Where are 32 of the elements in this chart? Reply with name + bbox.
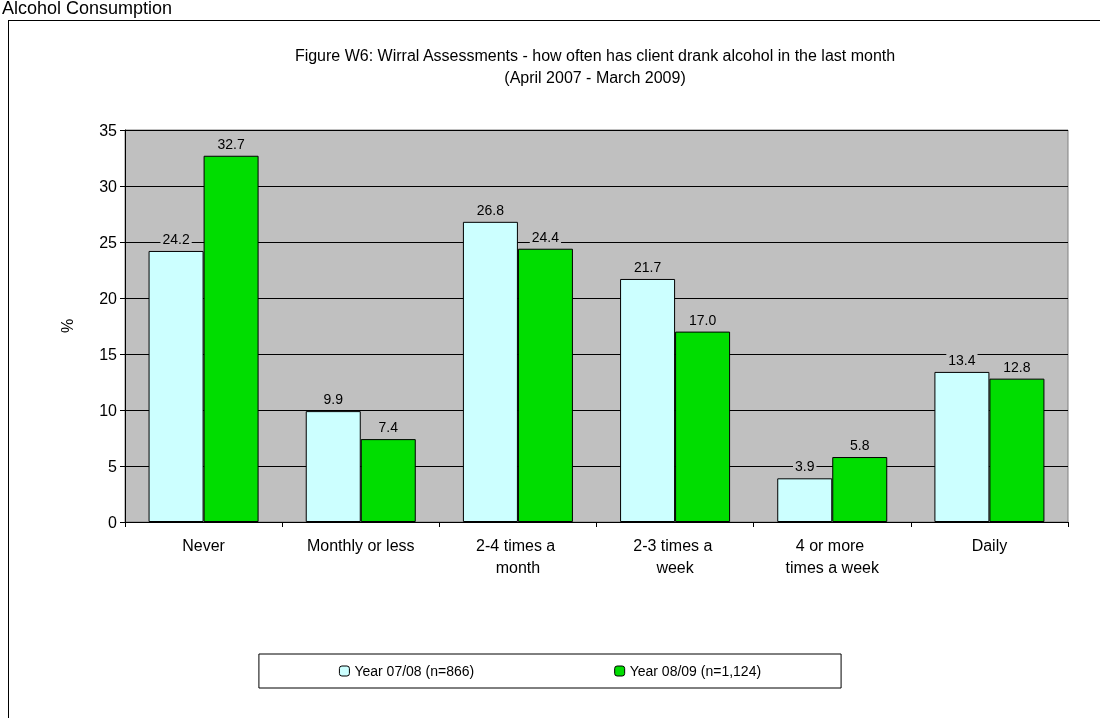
x-tick-label: Never — [182, 536, 226, 554]
data-label: 21.7 — [633, 258, 662, 275]
data-label: 5.8 — [850, 437, 870, 454]
data-label: 12.8 — [1003, 358, 1031, 375]
data-label: 3.9 — [795, 458, 815, 475]
x-tick-label: Monthly or less — [306, 536, 415, 554]
y-tick-label: 5 — [108, 457, 118, 475]
legend-label: Year 07/08 (n=866) — [354, 663, 475, 679]
data-label: 24.4 — [531, 228, 560, 245]
data-label: 7.4 — [378, 419, 399, 436]
x-tick-label: 2-4 times a month — [476, 536, 560, 576]
chart-subtitle: (April 2007 - March 2009) — [504, 68, 686, 86]
chart-title: Figure W6: Wirral Assessments - how often has client drank alcohol in the last month — [294, 46, 896, 64]
data-label: 9.9 — [323, 391, 344, 408]
y-tick-label: 10 — [99, 401, 118, 419]
data-label: 32.7 — [217, 135, 245, 152]
y-axis-title: % — [58, 318, 76, 334]
data-label: 17.0 — [688, 311, 717, 328]
x-tick-label: Daily — [971, 536, 1008, 554]
y-tick-label: 0 — [108, 513, 118, 531]
data-label: 13.4 — [948, 351, 976, 368]
x-tick-label: 4 or more times a week — [785, 536, 880, 576]
y-tick-label: 35 — [99, 121, 118, 139]
legend-label: Year 08/09 (n=1,124) — [629, 663, 762, 679]
data-label: 24.2 — [162, 230, 190, 247]
x-tick-label: 2-3 times a week — [633, 536, 717, 576]
y-tick-label: 15 — [99, 345, 118, 363]
text: Alcohol Consumption — [2, 0, 173, 18]
y-tick-label: 20 — [99, 289, 118, 307]
y-tick-label: 25 — [99, 233, 118, 251]
data-label: 26.8 — [476, 201, 505, 218]
y-tick-label: 30 — [99, 177, 118, 195]
